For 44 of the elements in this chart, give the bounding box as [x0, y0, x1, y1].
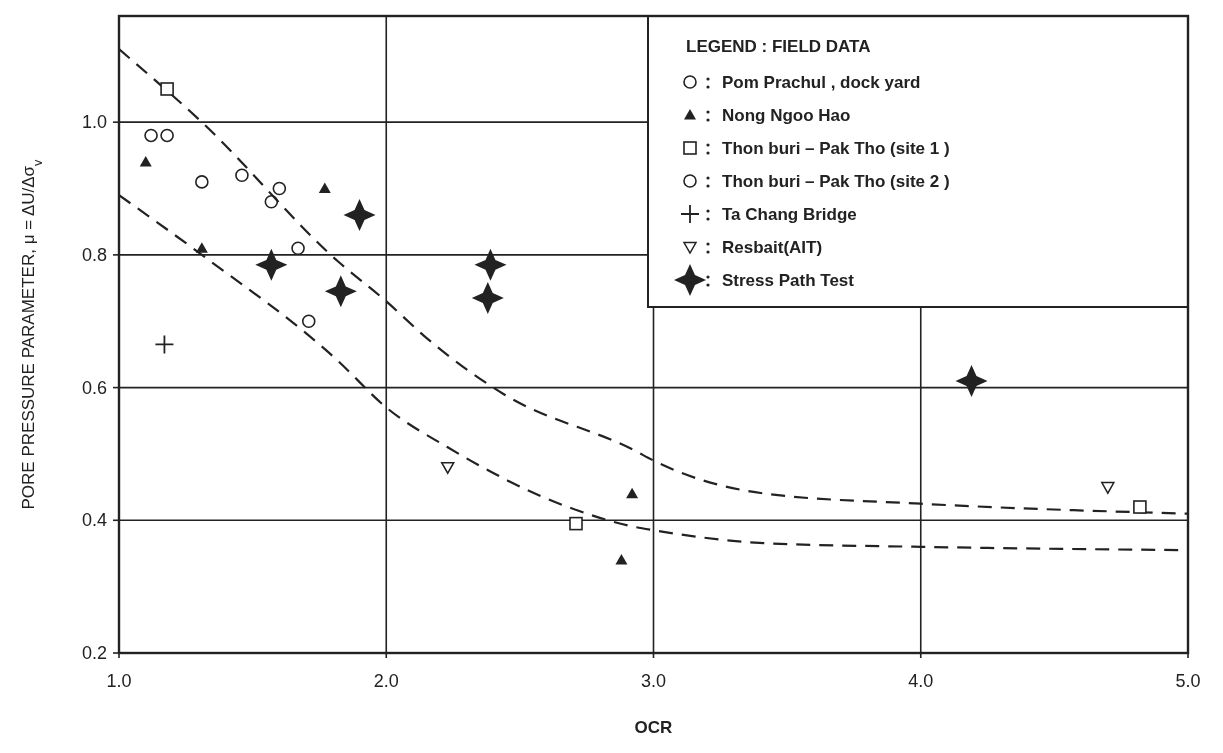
point — [955, 364, 988, 397]
y-tick-label: 1.0 — [81, 112, 107, 133]
point — [144, 128, 158, 143]
point — [343, 199, 376, 232]
point — [615, 554, 628, 565]
y-tick-label: 0.8 — [81, 244, 107, 265]
point — [291, 241, 305, 256]
point — [272, 181, 287, 196]
point — [154, 334, 175, 355]
legend-label: Thon buri – Pak Tho (site 2 ) — [722, 172, 950, 191]
point — [264, 194, 279, 209]
y-tick-label: 0.6 — [81, 377, 107, 398]
legend-label: Nong Ngoo Hao — [722, 106, 851, 125]
point — [569, 516, 583, 531]
point — [1133, 500, 1147, 514]
point — [195, 175, 209, 189]
point — [301, 314, 316, 329]
x-tick-label: 1.0 — [106, 671, 132, 691]
point — [440, 461, 455, 474]
point — [160, 82, 174, 96]
x-tick-label: 2.0 — [373, 671, 399, 691]
legend-title: LEGEND : FIELD DATA — [686, 37, 871, 56]
point — [626, 487, 639, 499]
legend-label: Resbait(AIT) — [722, 238, 823, 257]
point — [318, 182, 331, 194]
x-axis-title: OCR — [634, 718, 673, 737]
point — [235, 168, 249, 183]
point — [471, 282, 504, 315]
legend-label: Stress Path Test — [722, 271, 855, 290]
point — [160, 128, 174, 143]
y-tick-label: 0.4 — [81, 510, 107, 531]
x-tick-label: 5.0 — [1175, 671, 1201, 691]
legend-label: Pom Prachul , dock yard — [722, 73, 921, 92]
point — [139, 155, 152, 167]
legend-label: Ta Chang Bridge — [722, 205, 857, 224]
x-tick-label: 4.0 — [908, 671, 934, 691]
point — [195, 242, 208, 253]
x-tick-label: 3.0 — [640, 671, 667, 691]
point — [324, 275, 357, 308]
point — [1101, 481, 1115, 494]
point — [255, 248, 288, 281]
legend-label: Thon buri – Pak Tho (site 1 ) — [722, 139, 950, 158]
y-tick-label: 0.2 — [81, 643, 107, 663]
point — [474, 248, 507, 281]
